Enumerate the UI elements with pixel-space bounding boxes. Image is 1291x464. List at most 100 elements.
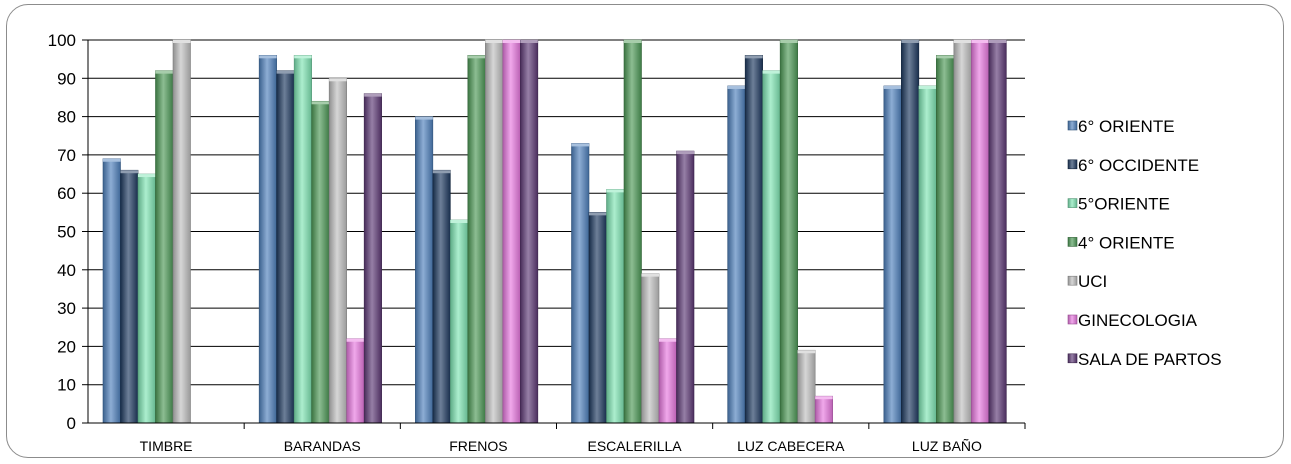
bar (502, 39, 521, 424)
bar (588, 212, 607, 424)
bar-cap (364, 93, 382, 97)
bar-cap (103, 158, 121, 162)
y-tick-label: 30 (57, 299, 76, 318)
y-tick-label: 20 (57, 337, 76, 356)
bar (953, 39, 972, 424)
bar (155, 70, 174, 424)
bar-cap (571, 143, 589, 147)
bar (102, 158, 121, 424)
bar (363, 93, 382, 424)
bar (311, 100, 330, 424)
bar-cap (606, 189, 624, 193)
bar-cap (173, 40, 191, 43)
bar (658, 338, 677, 424)
bar (346, 338, 365, 424)
legend-label: 6° OCCIDENTE (1078, 156, 1199, 175)
bar-cap (762, 70, 781, 74)
bar (762, 70, 781, 424)
bar (797, 349, 816, 424)
bar (606, 189, 625, 424)
y-tick-label: 60 (57, 184, 76, 203)
y-tick-label: 0 (67, 414, 76, 433)
bar-cap (311, 101, 330, 105)
legend-swatch (1067, 120, 1078, 131)
legend: 6° ORIENTE 6° OCCIDENTE 5°ORIENTE 4° ORIENT… (1067, 117, 1222, 369)
legend-swatch (1067, 159, 1078, 170)
bar (293, 55, 312, 424)
bar (883, 85, 902, 424)
bar-cap (901, 40, 919, 43)
x-category-label: LUZ BAÑO (912, 438, 982, 454)
x-category-label: FRENOS (449, 438, 507, 454)
y-tick-label: 90 (57, 69, 76, 88)
y-tick-label: 70 (57, 146, 76, 165)
bar-cap (624, 40, 642, 43)
bar (901, 39, 920, 424)
bar-cap (727, 85, 746, 89)
bar-cap (520, 40, 538, 43)
bar-cap (641, 273, 659, 277)
legend-label: GINECOLOGIA (1078, 311, 1198, 330)
x-category-label: TIMBRE (140, 438, 193, 454)
bar-cap (883, 85, 902, 89)
bar (172, 39, 191, 424)
bar (415, 116, 434, 424)
bar-cap (745, 55, 763, 59)
bar-cap (780, 40, 798, 43)
bar (988, 39, 1007, 424)
bar-cap (659, 338, 677, 342)
bar-cap (502, 40, 521, 43)
bar-cap (467, 55, 486, 59)
bar (485, 39, 504, 424)
bar-cap (432, 170, 451, 174)
legend-label: 6° ORIENTE (1078, 117, 1175, 136)
bar-cap (294, 55, 312, 59)
bar-cap (918, 85, 937, 89)
bar-cap (815, 396, 833, 400)
bar-cap (276, 70, 295, 74)
bar-cap (329, 78, 347, 82)
bar-cap (953, 40, 972, 43)
legend-label: SALA DE PARTOS (1078, 350, 1222, 369)
bar (971, 39, 990, 424)
bar (623, 39, 642, 424)
bar (918, 85, 937, 424)
bar-cap (589, 212, 607, 216)
x-category-label: BARANDAS (284, 438, 361, 454)
bar (520, 39, 539, 424)
bar-cap (155, 70, 173, 74)
x-category-label: ESCALERILLA (587, 438, 682, 454)
x-category-labels: TIMBRE BARANDAS FRENOS ESCALERILLA LUZ CABEC… (140, 438, 982, 454)
y-tick-label: 100 (48, 31, 76, 50)
bar-cap (415, 116, 433, 120)
legend-swatch (1067, 275, 1078, 286)
bar (727, 85, 746, 424)
legend-label: UCI (1078, 272, 1107, 291)
bar-cap (988, 40, 1007, 43)
bar-cap (450, 220, 468, 224)
bar-cap (259, 55, 277, 59)
x-category-label: LUZ CABECERA (737, 438, 845, 454)
bars (102, 39, 1007, 424)
bar (571, 143, 590, 424)
bar (676, 150, 695, 424)
bar-cap (346, 338, 365, 342)
bar-cap (971, 40, 989, 43)
bar-cap (120, 170, 138, 174)
bar (258, 55, 277, 424)
y-tick-label: 80 (57, 108, 76, 127)
y-tick-labels: 0 10 20 30 40 50 60 70 80 90 100 (48, 31, 76, 433)
bar-cap (936, 55, 954, 59)
y-tick-label: 50 (57, 223, 76, 242)
bar-cap (138, 174, 156, 178)
bar (432, 169, 451, 424)
bar-cap (676, 151, 694, 155)
bar-cap (485, 40, 503, 43)
bar (328, 78, 347, 424)
legend-swatch (1067, 198, 1078, 208)
bar (450, 219, 469, 424)
bar (814, 395, 833, 424)
legend-swatch (1067, 353, 1078, 364)
bar (137, 173, 156, 424)
legend-swatch (1067, 314, 1078, 325)
